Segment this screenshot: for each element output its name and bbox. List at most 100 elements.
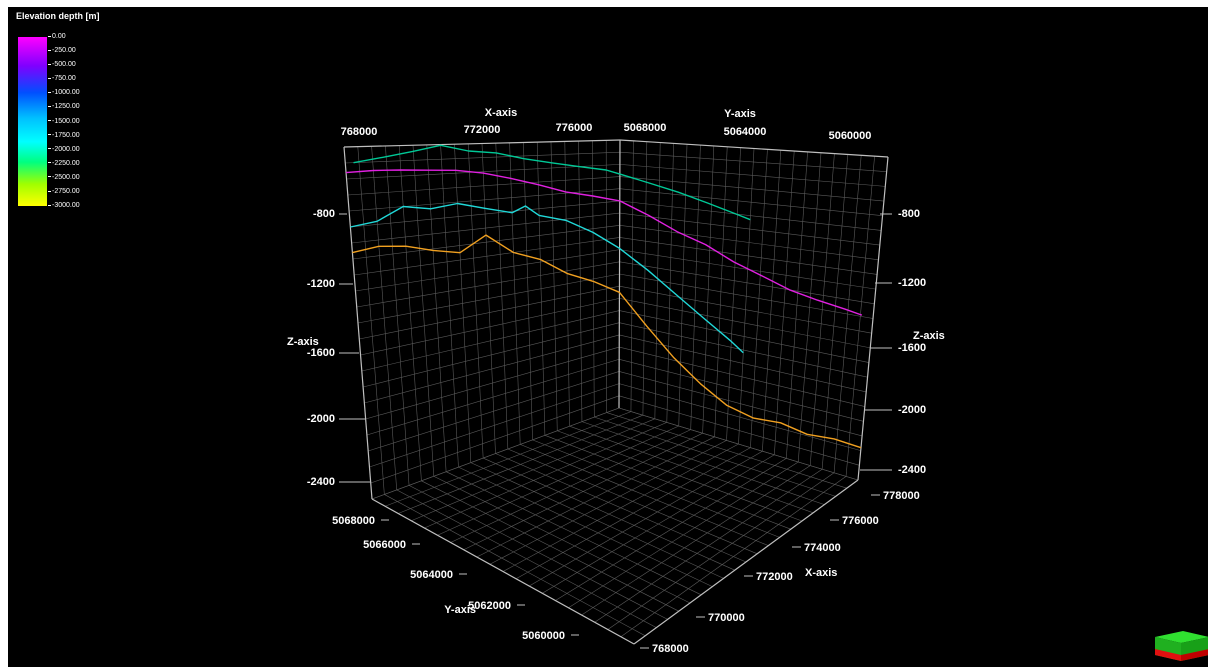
grid-line	[607, 472, 835, 630]
series-line-4	[352, 234, 862, 449]
grid-line	[532, 439, 780, 538]
frame-edge	[619, 139, 889, 158]
grid-line	[520, 444, 769, 546]
grid-line	[370, 395, 620, 484]
grid-line	[606, 412, 847, 489]
grid-line	[364, 334, 620, 404]
colorbar-label: -2750.00	[48, 188, 80, 196]
grid-line	[349, 188, 620, 212]
grid-line	[619, 200, 882, 231]
grid-line	[568, 461, 799, 609]
grid-line	[359, 285, 620, 340]
grid-line	[357, 273, 620, 324]
grid-line	[347, 176, 620, 196]
grid-line	[581, 421, 825, 505]
grid-line	[619, 224, 879, 261]
frame-edge	[857, 156, 889, 481]
grid-line	[366, 358, 620, 436]
colorbar-label: -250.00	[48, 47, 76, 55]
grid-layer	[339, 139, 892, 649]
x-tick-label-front: 774000	[804, 542, 841, 554]
3d-plot-viewport[interactable]: Elevation depth [m] 0.00 -250.00 -500.00 -7…	[8, 7, 1208, 667]
y-tick-label-front: 5060000	[522, 630, 565, 642]
grid-line	[619, 188, 883, 217]
z-tick-label-right: -800	[898, 208, 920, 220]
x-tick-label-front: 776000	[842, 515, 879, 527]
z-tick-label-right: -1600	[898, 342, 926, 354]
frame-edge	[343, 139, 621, 148]
plot-canvas[interactable]: 768000 772000 776000 X-axis 5068000 5064000 50…	[8, 7, 1208, 667]
grid-line	[352, 224, 620, 260]
grid-line	[594, 468, 823, 623]
grid-line	[619, 164, 886, 187]
grid-line	[361, 310, 620, 372]
z-axis-title-left: Z-axis	[287, 336, 319, 348]
colorbar-label: -2000.00	[48, 146, 80, 154]
colorbar-label: -1750.00	[48, 132, 80, 140]
grid-line	[619, 151, 887, 172]
grid-line	[619, 383, 861, 451]
grid-line	[356, 261, 620, 308]
y-tick-label-front: 5066000	[363, 539, 406, 551]
grid-line	[345, 151, 620, 164]
z-tick-label-right: -2400	[898, 464, 926, 476]
grid-line	[619, 176, 884, 202]
grid-line	[569, 425, 814, 514]
grid-line	[619, 261, 875, 305]
colorbar-label: -3000.00	[48, 202, 80, 210]
grid-line	[369, 383, 620, 468]
z-tick-label-left: -2000	[307, 413, 335, 425]
grid-line	[515, 447, 751, 580]
colorbar-label: -1250.00	[48, 103, 80, 111]
grid-line	[507, 448, 758, 555]
z-tick-label-left: -1600	[307, 347, 335, 359]
z-axis-title-right: Z-axis	[913, 330, 945, 342]
colorbar-labels: 0.00 -250.00 -500.00 -750.00 -1000.00 -1250.0…	[48, 33, 98, 209]
grid-line	[555, 458, 787, 601]
colorbar-label: 0.00	[48, 33, 66, 41]
z-tick-label-right: -1200	[898, 277, 926, 289]
grid-line	[619, 285, 872, 334]
x-back-tick-label: 768000	[341, 126, 378, 138]
grid-line	[620, 476, 847, 637]
label-layer: 768000 772000 776000 X-axis 5068000 5064000 50…	[287, 107, 945, 655]
legend-title: Elevation depth [m]	[16, 11, 100, 21]
y-back-tick-label: 5068000	[624, 122, 667, 134]
grid-line	[619, 371, 863, 437]
series-layer	[345, 144, 863, 449]
grid-line	[360, 298, 620, 356]
grid-line	[363, 322, 620, 388]
x-back-tick-label: 776000	[556, 122, 593, 134]
navigation-cube-icon[interactable]	[1153, 629, 1208, 665]
grid-line	[619, 334, 867, 393]
grid-line	[594, 416, 836, 497]
y-tick-label-front: 5064000	[410, 569, 453, 581]
x-tick-label-front: 770000	[708, 612, 745, 624]
grid-line	[355, 249, 620, 292]
colorbar-label: -1000.00	[48, 89, 80, 97]
grid-line	[619, 273, 874, 319]
series-line-3	[350, 202, 744, 354]
series-line-2	[345, 169, 863, 316]
colorbar	[18, 37, 47, 206]
y-axis-title-front: Y-axis	[444, 604, 476, 616]
grid-line	[544, 435, 791, 530]
grid-line	[542, 454, 775, 594]
colorbar-label: -2250.00	[48, 160, 80, 168]
grid-line	[351, 212, 620, 244]
grid-line	[529, 450, 763, 587]
colorbar-label: -2500.00	[48, 174, 80, 182]
series-line-1	[353, 144, 751, 221]
grid-line	[365, 346, 620, 420]
grid-line	[346, 164, 620, 180]
y-tick-label-front: 5062000	[468, 600, 511, 612]
grid-line	[618, 395, 860, 466]
grid-line	[502, 443, 739, 572]
colorbar-label: -1500.00	[48, 118, 80, 126]
grid-line	[581, 465, 811, 616]
grid-line	[619, 346, 865, 407]
z-tick-label-left: -2400	[307, 476, 335, 488]
frame-edge	[618, 139, 621, 409]
x-tick-label-front: 772000	[756, 571, 793, 583]
x-axis-title-top: X-axis	[485, 107, 517, 119]
